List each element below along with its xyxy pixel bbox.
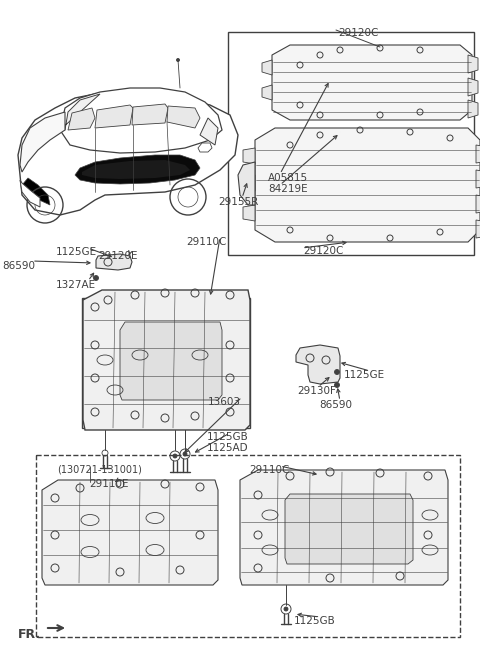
Text: 86590: 86590 bbox=[2, 261, 35, 271]
Text: A05815: A05815 bbox=[268, 173, 308, 183]
Polygon shape bbox=[42, 480, 218, 585]
Bar bbox=[228, 32, 474, 255]
Polygon shape bbox=[243, 205, 255, 221]
Polygon shape bbox=[476, 220, 480, 238]
Polygon shape bbox=[167, 106, 200, 128]
Text: 29110E: 29110E bbox=[89, 479, 129, 489]
Polygon shape bbox=[68, 108, 95, 130]
Polygon shape bbox=[243, 148, 255, 164]
Polygon shape bbox=[476, 195, 480, 213]
Polygon shape bbox=[468, 78, 478, 96]
Text: 29120C: 29120C bbox=[303, 246, 343, 256]
Polygon shape bbox=[20, 112, 65, 172]
Circle shape bbox=[94, 275, 98, 280]
Polygon shape bbox=[243, 175, 255, 191]
Polygon shape bbox=[240, 470, 448, 585]
Polygon shape bbox=[468, 100, 478, 118]
Text: 13603: 13603 bbox=[208, 397, 241, 407]
Polygon shape bbox=[20, 180, 40, 207]
Polygon shape bbox=[83, 290, 250, 430]
Circle shape bbox=[183, 452, 187, 456]
Text: 29155R: 29155R bbox=[218, 197, 258, 207]
Polygon shape bbox=[200, 118, 218, 145]
Text: 1125GE: 1125GE bbox=[344, 370, 385, 380]
Polygon shape bbox=[96, 254, 132, 270]
Polygon shape bbox=[272, 45, 472, 120]
Polygon shape bbox=[198, 143, 212, 152]
Polygon shape bbox=[468, 55, 478, 73]
Text: 29110C: 29110C bbox=[249, 465, 289, 475]
Text: 1125AD: 1125AD bbox=[207, 443, 249, 453]
Bar bbox=[82, 298, 250, 428]
Text: 1125GB: 1125GB bbox=[207, 432, 249, 442]
Polygon shape bbox=[60, 94, 100, 130]
Text: 1327AE: 1327AE bbox=[56, 280, 96, 290]
Text: (130721-131001): (130721-131001) bbox=[57, 465, 142, 475]
Polygon shape bbox=[238, 162, 255, 205]
Polygon shape bbox=[262, 85, 272, 100]
Polygon shape bbox=[132, 104, 168, 125]
Polygon shape bbox=[120, 322, 222, 400]
Polygon shape bbox=[476, 145, 480, 163]
Text: 29110C: 29110C bbox=[186, 237, 227, 247]
Text: 84219E: 84219E bbox=[268, 184, 308, 194]
Polygon shape bbox=[262, 60, 272, 75]
Polygon shape bbox=[255, 128, 480, 242]
Polygon shape bbox=[18, 93, 238, 215]
Polygon shape bbox=[75, 155, 200, 184]
Circle shape bbox=[173, 454, 177, 458]
Polygon shape bbox=[285, 494, 413, 564]
Text: 1125GB: 1125GB bbox=[294, 616, 336, 626]
Text: FR.: FR. bbox=[18, 628, 41, 641]
Polygon shape bbox=[82, 160, 190, 179]
Text: 29120E: 29120E bbox=[98, 251, 137, 261]
Polygon shape bbox=[22, 178, 50, 205]
Polygon shape bbox=[476, 170, 480, 188]
Text: 86590: 86590 bbox=[319, 400, 352, 410]
Bar bbox=[36, 455, 460, 637]
Polygon shape bbox=[95, 105, 133, 128]
Circle shape bbox=[335, 369, 339, 374]
Polygon shape bbox=[296, 345, 340, 384]
Circle shape bbox=[284, 607, 288, 611]
Text: 29130F: 29130F bbox=[297, 386, 336, 396]
Circle shape bbox=[177, 58, 180, 62]
Polygon shape bbox=[60, 88, 222, 153]
Circle shape bbox=[335, 382, 339, 387]
Text: 29120C: 29120C bbox=[338, 28, 378, 38]
Text: 1125GE: 1125GE bbox=[56, 247, 97, 257]
